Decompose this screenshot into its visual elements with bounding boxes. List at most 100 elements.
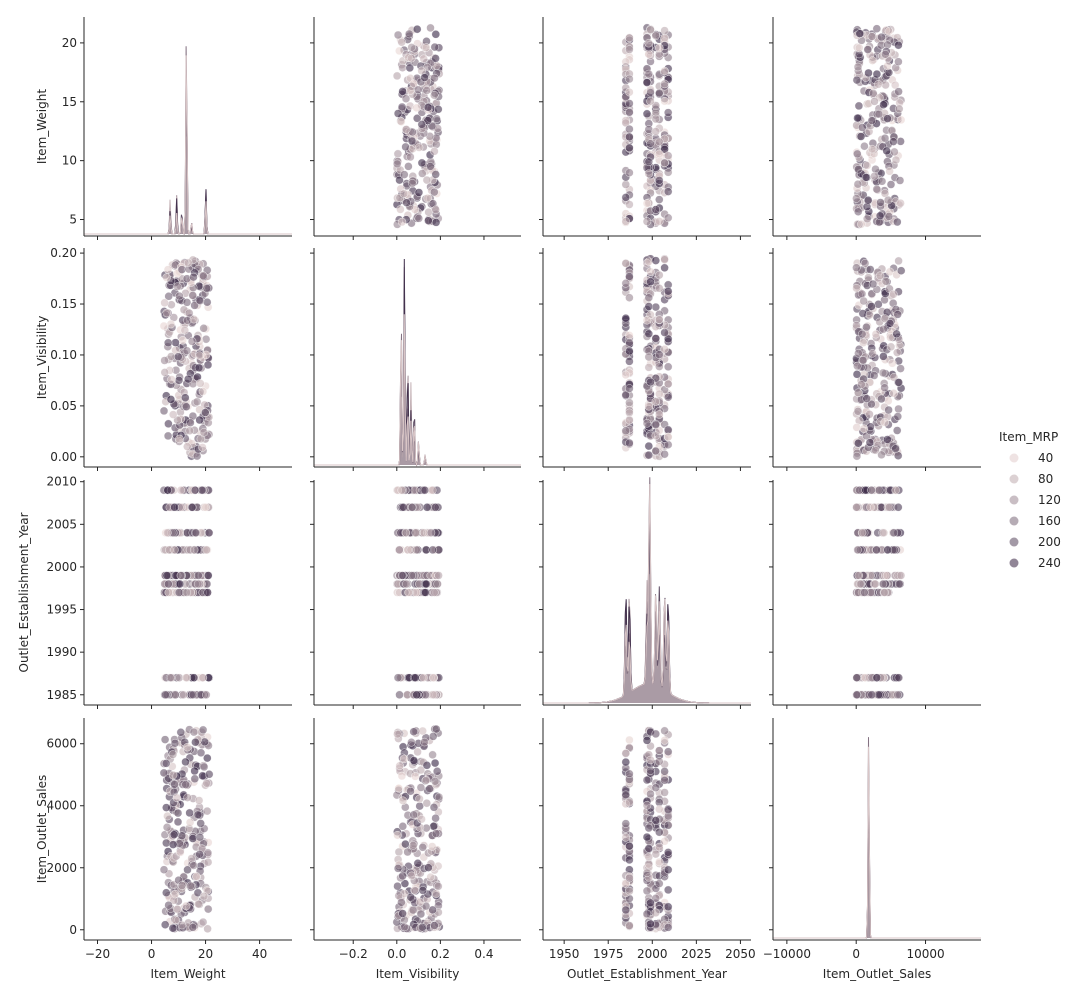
scatter-point (660, 79, 669, 89)
scatter-point (888, 359, 897, 368)
panel-0-3 (769, 17, 981, 240)
scatter-point (644, 450, 653, 460)
scatter-point (858, 329, 867, 339)
scatter-point (189, 673, 199, 682)
scatter-point (644, 329, 653, 338)
scatter-point (897, 266, 906, 275)
scatter-point (625, 293, 634, 302)
scatter-point (203, 588, 212, 597)
scatter-point (883, 435, 892, 444)
x-tick-label: 20 (198, 947, 213, 961)
scatter-point (395, 545, 404, 555)
y-tick-label: 1985 (46, 688, 77, 702)
panel-2-3 (769, 480, 981, 709)
scatter-point (883, 114, 892, 123)
scatter-point (170, 739, 180, 748)
scatter-point (416, 783, 426, 792)
scatter-point (176, 571, 186, 580)
scatter-point (431, 205, 440, 214)
density-curve (314, 267, 521, 467)
scatter-point (422, 776, 431, 785)
scatter-point (413, 859, 422, 868)
scatter-point (181, 393, 190, 402)
scatter-point (858, 355, 868, 365)
scatter-point (399, 503, 408, 512)
scatter-point (399, 189, 409, 198)
scatter-point (644, 441, 653, 451)
scatter-point (886, 180, 896, 189)
density-curve (773, 762, 981, 939)
panel-0-1 (310, 17, 521, 240)
scatter-point (429, 803, 439, 812)
scatter-point (162, 273, 171, 282)
scatter-point (163, 811, 172, 821)
scatter-point (393, 109, 403, 118)
scatter-point (854, 207, 863, 216)
legend-label: 160 (1038, 514, 1061, 528)
scatter-point (655, 176, 664, 185)
x-tick-label: 0 (852, 947, 860, 961)
scatter-point (644, 39, 653, 48)
density-curve (773, 737, 981, 939)
scatter-point (160, 356, 169, 365)
scatter-point (401, 142, 410, 152)
scatter-point (397, 771, 407, 781)
scatter-point (169, 830, 179, 839)
scatter-point (884, 212, 894, 221)
scatter-point (884, 27, 894, 36)
scatter-point (625, 143, 634, 153)
scatter-point (646, 88, 655, 97)
scatter-point (203, 924, 212, 933)
scatter-point (893, 690, 902, 699)
scatter-point (423, 193, 432, 203)
scatter-point (188, 834, 198, 843)
scatter-point (880, 383, 889, 392)
scatter-point (407, 43, 416, 52)
scatter-point (182, 402, 191, 411)
scatter-point (393, 149, 403, 159)
scatter-point (660, 726, 669, 735)
scatter-point (183, 258, 193, 267)
scatter-point (879, 325, 888, 334)
scatter-point (412, 690, 421, 699)
scatter-point (175, 291, 184, 301)
scatter-point (852, 423, 861, 432)
scatter-point (872, 24, 881, 33)
scatter-point (625, 416, 634, 425)
scatter-point (621, 390, 630, 399)
scatter-point (891, 155, 901, 165)
scatter-point (160, 368, 170, 377)
scatter-point (655, 350, 664, 359)
scatter-point (893, 310, 902, 319)
scatter-point (621, 757, 630, 767)
scatter-point (642, 832, 652, 842)
scatter-point (400, 170, 409, 179)
scatter-point (170, 545, 179, 555)
scatter-point (176, 486, 186, 495)
scatter-point (865, 438, 875, 447)
legend-label: 80 (1038, 472, 1053, 486)
scatter-point (422, 503, 432, 512)
scatter-point (625, 168, 634, 177)
scatter-point (625, 408, 634, 417)
y-tick-label: 6000 (46, 737, 77, 751)
scatter-point (418, 726, 427, 736)
scatter-point (173, 808, 183, 818)
scatter-point (168, 410, 178, 419)
scatter-point (889, 528, 898, 537)
scatter-point (852, 690, 862, 699)
scatter-point (422, 799, 431, 808)
scatter-point (621, 314, 630, 323)
x-tick-label: 2025 (681, 947, 712, 961)
scatter-point (174, 376, 184, 385)
scatter-point (866, 265, 875, 274)
scatter-point (896, 364, 905, 373)
scatter-point (646, 139, 655, 148)
scatter-point (853, 545, 862, 555)
legend: Item_MRP 40 80 120 160 200 240 (999, 430, 1061, 570)
scatter-point (852, 452, 862, 461)
scatter-point (660, 345, 669, 354)
scatter-point (664, 747, 673, 756)
scatter-point (664, 287, 673, 296)
y-tick-label: 1995 (46, 603, 77, 617)
